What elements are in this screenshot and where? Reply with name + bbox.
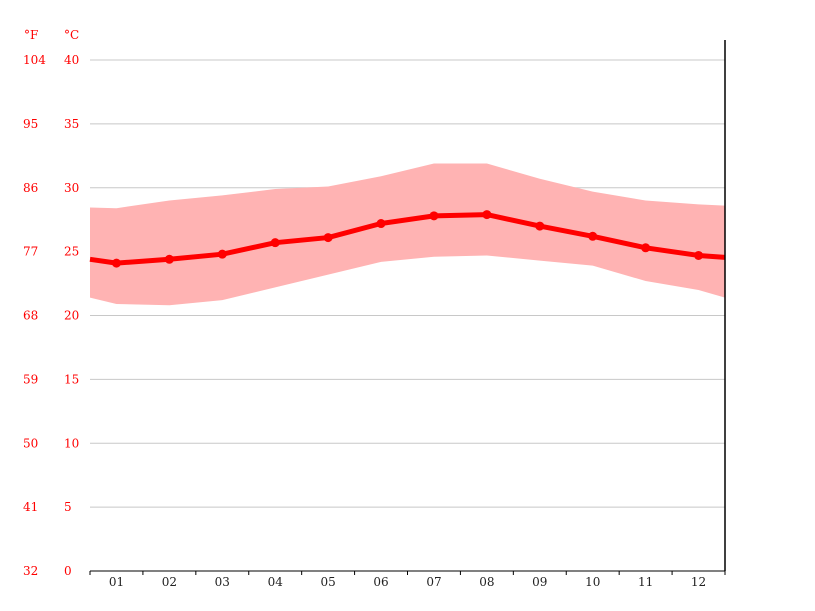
x-tick-label: 03	[215, 575, 230, 589]
data-point	[694, 250, 704, 260]
data-point	[111, 258, 121, 268]
x-tick-label: 06	[373, 575, 388, 589]
y-tick-label-f: 32	[23, 564, 38, 578]
y-tick-label-c: 5	[64, 500, 72, 514]
data-point	[535, 221, 545, 231]
x-tick-label: 01	[109, 575, 124, 589]
unit-celsius: °C	[64, 28, 79, 42]
x-tick-label: 11	[638, 575, 653, 589]
x-tick-label: 07	[426, 575, 441, 589]
x-tick-label: 10	[585, 575, 600, 589]
data-point	[270, 238, 280, 248]
y-tick-label-f: 95	[23, 117, 38, 131]
unit-fahrenheit: °F	[24, 28, 38, 42]
x-tick-label: 09	[532, 575, 547, 589]
y-tick-label-c: 0	[64, 564, 72, 578]
data-point	[641, 243, 651, 253]
y-tick-label-f: 50	[23, 436, 38, 450]
y-tick-label-f: 41	[23, 500, 38, 514]
x-axis-labels: 01 02 03 04 05 06 07 08 09 10 11 12	[109, 575, 706, 589]
y-tick-label-f: 104	[23, 53, 46, 67]
y-tick-label-c: 25	[64, 245, 79, 259]
min-max-range-area	[90, 163, 725, 306]
y-tick-label-c: 35	[64, 117, 79, 131]
x-tick-label: 08	[479, 575, 494, 589]
temperature-range-band	[90, 163, 725, 306]
y-tick-label-f: 86	[23, 181, 38, 195]
average-line	[89, 212, 726, 266]
y-tick-label-c: 40	[64, 53, 79, 67]
data-point	[429, 211, 439, 221]
y-axis-labels: °F °C 104 40 95 35 86 30 77 25 68 20 59 15 50 10 41 5 32…	[23, 28, 79, 578]
y-tick-label-c: 15	[64, 372, 79, 386]
x-tick-label: 02	[162, 575, 177, 589]
average-temperature-line	[89, 210, 726, 268]
y-tick-label-f: 68	[23, 309, 38, 323]
y-tick-label-f: 77	[23, 245, 38, 259]
data-point	[217, 249, 227, 259]
x-tick-label: 04	[268, 575, 284, 589]
y-tick-label-c: 30	[64, 181, 79, 195]
axes	[89, 40, 726, 575]
data-point	[323, 233, 333, 243]
data-point	[482, 210, 492, 220]
x-tick-label: 05	[320, 575, 335, 589]
x-tick-label: 12	[691, 575, 706, 589]
data-point	[376, 219, 386, 229]
y-tick-label-f: 59	[23, 372, 38, 386]
data-point	[164, 254, 174, 264]
y-tick-label-c: 10	[64, 436, 79, 450]
y-tick-label-c: 20	[64, 309, 79, 323]
data-point	[588, 231, 598, 241]
